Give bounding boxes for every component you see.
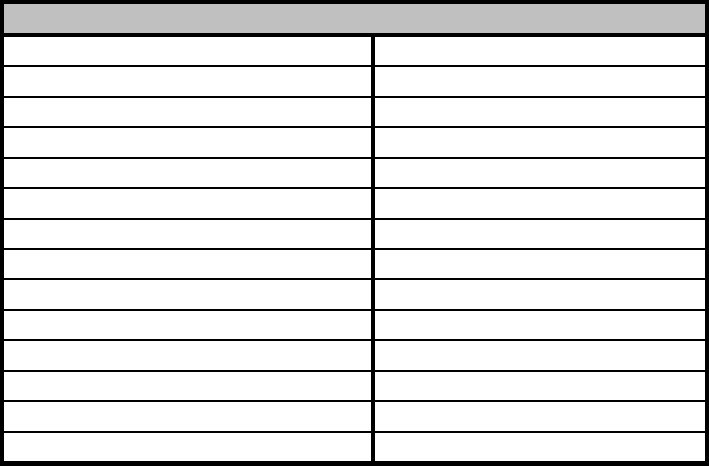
table-cell-right	[375, 250, 705, 279]
table-cell-left	[4, 37, 371, 66]
table-cell-right	[375, 341, 705, 370]
table-header	[4, 4, 705, 33]
table-cell-left	[4, 371, 371, 401]
table-cell-left	[4, 280, 371, 309]
table-cell-right	[375, 310, 705, 340]
table-cell-right	[375, 432, 705, 461]
table-cell-right	[375, 371, 705, 401]
table-cell-right	[375, 219, 705, 248]
table-cell-right	[375, 280, 705, 309]
table-cell-left	[4, 67, 371, 96]
table-cell-right	[375, 402, 705, 431]
table-cell-left	[4, 128, 371, 157]
table-cell-right	[375, 67, 705, 96]
table-cell-left	[4, 189, 371, 218]
table-cell-right	[375, 97, 705, 127]
table-cell-left	[4, 219, 371, 248]
table-cell-right	[375, 189, 705, 218]
table-cell-left	[4, 158, 371, 188]
table-body	[4, 37, 705, 461]
table-cell-right	[375, 158, 705, 188]
table-cell-right	[375, 37, 705, 66]
table-cell-left	[4, 250, 371, 279]
table-cell-left	[4, 310, 371, 340]
table-cell-left	[4, 341, 371, 370]
table-cell-left	[4, 97, 371, 127]
table-cell-right	[375, 128, 705, 157]
table-cell-left	[4, 402, 371, 431]
table-cell-left	[4, 432, 371, 461]
